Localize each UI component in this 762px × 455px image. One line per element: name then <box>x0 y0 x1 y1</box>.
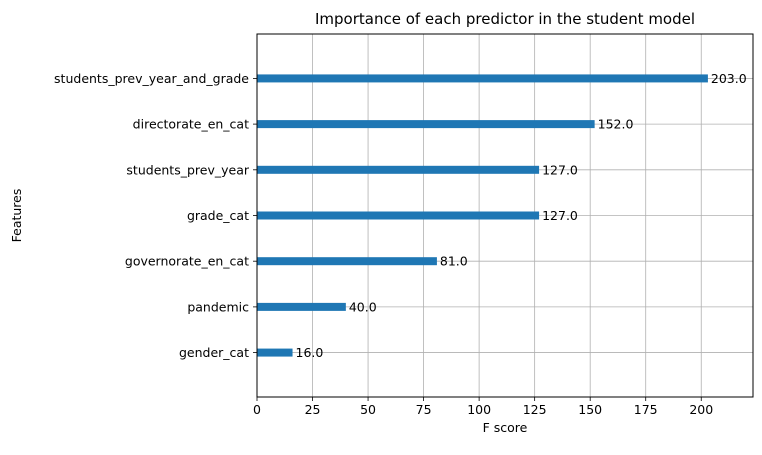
bar-grade_cat <box>257 211 540 220</box>
bar-directorate_en_cat <box>257 120 595 129</box>
x-tick-label: 150 <box>578 402 602 417</box>
y-tick-label: students_prev_year <box>126 162 249 177</box>
bar-students_prev_year_and_grade <box>257 74 708 83</box>
value-label: 127.0 <box>542 162 578 177</box>
y-tick-label: grade_cat <box>187 208 249 223</box>
x-tick-label: 25 <box>305 402 321 417</box>
bars <box>257 74 708 357</box>
y-axis-title: Features <box>9 189 24 243</box>
bar-gender_cat <box>257 348 293 357</box>
x-tick-label: 50 <box>360 402 376 417</box>
value-label: 81.0 <box>440 254 468 269</box>
x-tick-label: 75 <box>416 402 432 417</box>
x-tick-label: 125 <box>523 402 547 417</box>
x-axis-ticks: 0 25 50 75 100 125 150 175 200 <box>253 397 713 417</box>
value-label: 203.0 <box>711 71 747 86</box>
chart-title: Importance of each predictor in the stud… <box>315 10 695 28</box>
value-label: 40.0 <box>349 299 377 314</box>
x-tick-label: 175 <box>634 402 658 417</box>
x-tick-label: 200 <box>689 402 713 417</box>
x-tick-label: 100 <box>467 402 491 417</box>
x-axis-title: F score <box>483 420 528 435</box>
bar-students_prev_year <box>257 165 540 174</box>
value-label: 152.0 <box>598 117 634 132</box>
y-tick-label: gender_cat <box>179 345 249 360</box>
y-tick-label: students_prev_year_and_grade <box>54 71 249 86</box>
y-tick-label: directorate_en_cat <box>133 117 249 132</box>
y-tick-label: governorate_en_cat <box>125 254 249 269</box>
y-tick-label: pandemic <box>187 299 249 314</box>
value-label: 16.0 <box>296 345 324 360</box>
bar-pandemic <box>257 302 346 311</box>
x-tick-label: 0 <box>253 402 261 417</box>
y-axis-ticks: students_prev_year_and_grade directorate_… <box>54 71 257 360</box>
value-labels: 203.0 152.0 127.0 127.0 81.0 40.0 16.0 <box>296 71 747 360</box>
bar-governorate_en_cat <box>257 257 437 266</box>
value-label: 127.0 <box>542 208 578 223</box>
